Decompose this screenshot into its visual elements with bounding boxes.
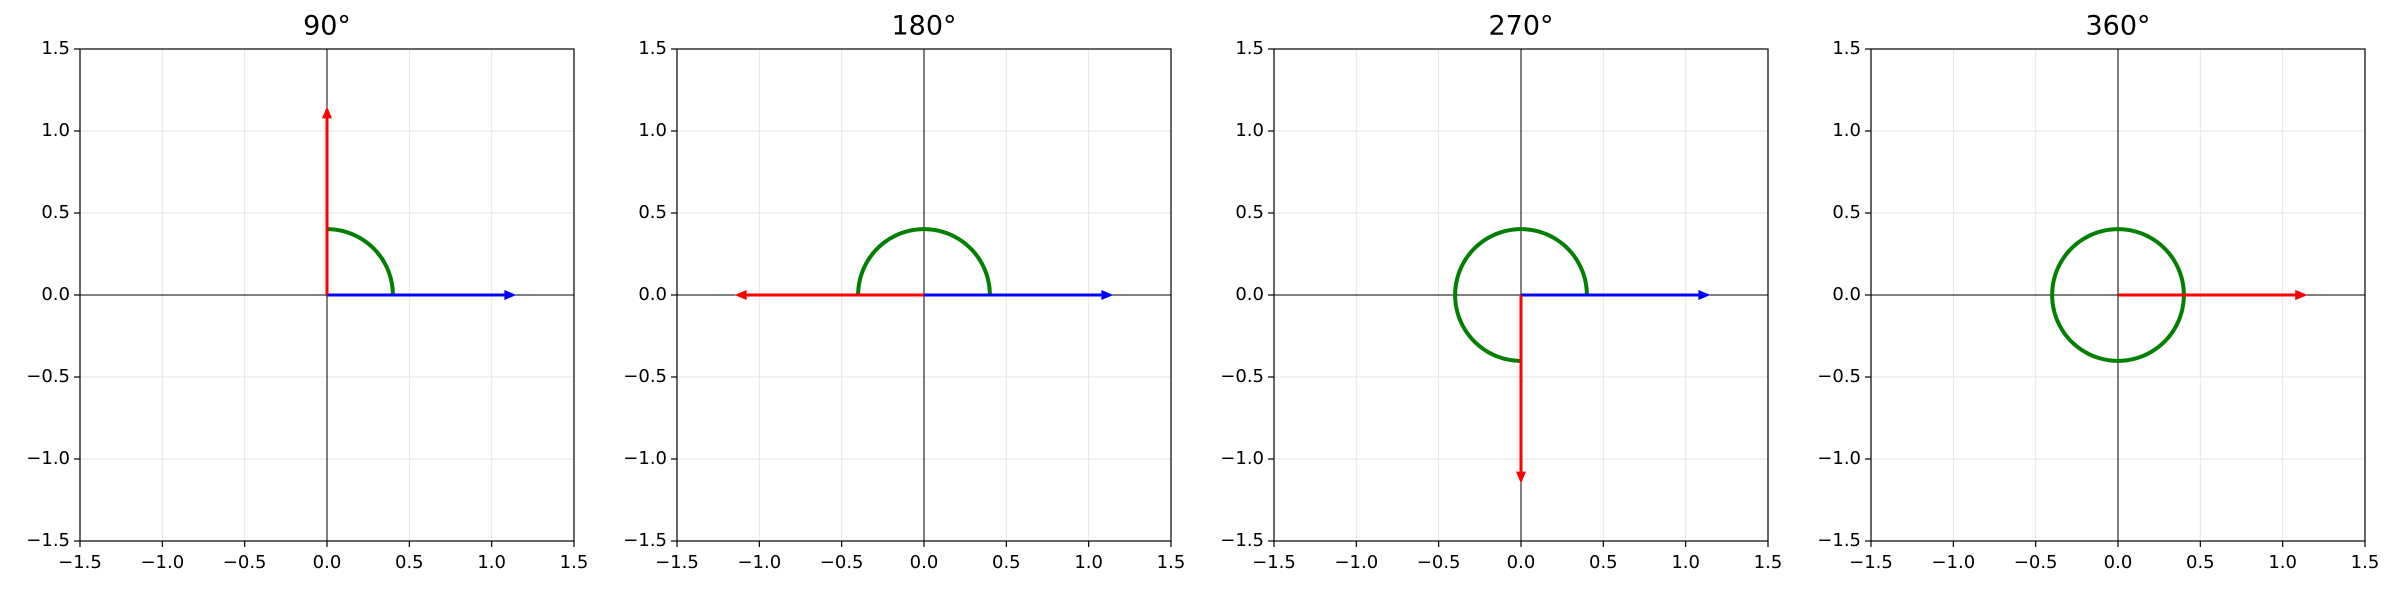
arrow-head [734, 290, 747, 300]
x-tick-label: −1.5 [655, 552, 699, 573]
y-tick-label: 0.0 [638, 284, 667, 305]
x-tick-label: 0.0 [910, 552, 939, 573]
angle-arc [326, 227, 395, 296]
y-tick-label: 0.0 [1832, 284, 1861, 305]
x-tick-label: 1.0 [1074, 552, 1103, 573]
subplot-title: 360° [2085, 11, 2150, 42]
x-tick-label: −0.5 [223, 552, 267, 573]
y-tick-label: 1.0 [1832, 120, 1861, 141]
y-tick-label: 1.5 [638, 38, 667, 59]
x-tick-label: 0.0 [313, 552, 342, 573]
y-tick-label: −1.5 [1220, 530, 1264, 551]
arrow-head [2295, 290, 2308, 300]
y-tick-label: 0.0 [41, 284, 70, 305]
x-tick-label: 1.0 [1671, 552, 1700, 573]
subplot-title: 180° [891, 11, 956, 42]
x-tick-label: −1.0 [1931, 552, 1975, 573]
y-tick-label: 1.0 [638, 120, 667, 141]
subplot: 270° −1.5 −1.0 −0.5 0.0 0.5 1.0 1.5 −1.5 −1.0 −0.5… [1220, 11, 1782, 574]
x-tick-label: −0.5 [820, 552, 864, 573]
y-tick-label: −1.5 [1817, 530, 1861, 551]
x-tick-label: −1.0 [140, 552, 184, 573]
plot-frame [676, 48, 1172, 542]
x-tick-label: −0.5 [2014, 552, 2058, 573]
x-tick-label: −1.5 [1252, 552, 1296, 573]
y-tick-label: −1.5 [623, 530, 667, 551]
x-tick-label: 0.5 [2186, 552, 2215, 573]
y-tick-label: −0.5 [26, 366, 70, 387]
y-tick-label: 0.5 [1235, 202, 1264, 223]
x-tick-label: 0.0 [2104, 552, 2133, 573]
angle-arc [856, 227, 992, 296]
x-tick-label: 0.5 [395, 552, 424, 573]
x-tick-label: 1.5 [1754, 552, 1783, 573]
y-tick-label: −1.5 [26, 530, 70, 551]
x-tick-label: 1.5 [1157, 552, 1186, 573]
subplot-title: 90° [303, 11, 351, 42]
y-tick-label: −0.5 [1220, 366, 1264, 387]
y-tick-label: 0.5 [1832, 202, 1861, 223]
arrow-head [1101, 290, 1114, 300]
y-tick-label: 0.0 [1235, 284, 1264, 305]
y-tick-label: −1.0 [1817, 448, 1861, 469]
arrow-head [322, 106, 332, 119]
subplot: 180° −1.5 −1.0 −0.5 0.0 0.5 1.0 1.5 −1.5 −1.0 −0.5… [623, 11, 1185, 574]
x-tick-label: −0.5 [1417, 552, 1461, 573]
y-tick-label: −1.0 [26, 448, 70, 469]
y-tick-label: 0.5 [638, 202, 667, 223]
angle-arc [2050, 227, 2186, 363]
x-tick-label: −1.5 [58, 552, 102, 573]
y-tick-label: −0.5 [1817, 366, 1861, 387]
y-tick-label: 1.5 [1832, 38, 1861, 59]
x-tick-label: 0.0 [1507, 552, 1536, 573]
arrow-head [1516, 471, 1526, 484]
x-tick-label: −1.0 [1334, 552, 1378, 573]
x-tick-label: 1.5 [2351, 552, 2380, 573]
y-tick-label: 1.0 [1235, 120, 1264, 141]
y-tick-label: 1.5 [1235, 38, 1264, 59]
arrow-head [504, 290, 517, 300]
y-tick-label: −0.5 [623, 366, 667, 387]
plot-frame [1273, 48, 1769, 542]
x-tick-label: −1.0 [737, 552, 781, 573]
subplot-title: 270° [1488, 11, 1553, 42]
angle-arc [1453, 227, 1589, 363]
y-tick-label: 1.0 [41, 120, 70, 141]
arrow-head [1698, 290, 1711, 300]
x-tick-label: 1.0 [2268, 552, 2297, 573]
subplot: 90° −1.5 −1.0 −0.5 0.0 0.5 1.0 1.5 −1.5 −1.0 −0.5 0… [26, 11, 588, 574]
plot-frame [1870, 48, 2366, 542]
x-tick-label: 1.5 [560, 552, 589, 573]
x-tick-label: 1.0 [477, 552, 506, 573]
x-tick-label: −1.5 [1849, 552, 1893, 573]
subplot: 360° −1.5 −1.0 −0.5 0.0 0.5 1.0 1.5 −1.5 −1.0 −0.5… [1817, 11, 2379, 574]
x-tick-label: 0.5 [1589, 552, 1618, 573]
y-tick-label: −1.0 [1220, 448, 1264, 469]
x-tick-label: 0.5 [992, 552, 1021, 573]
y-tick-label: 1.5 [41, 38, 70, 59]
plot-frame [79, 48, 575, 542]
y-tick-label: −1.0 [623, 448, 667, 469]
y-tick-label: 0.5 [41, 202, 70, 223]
